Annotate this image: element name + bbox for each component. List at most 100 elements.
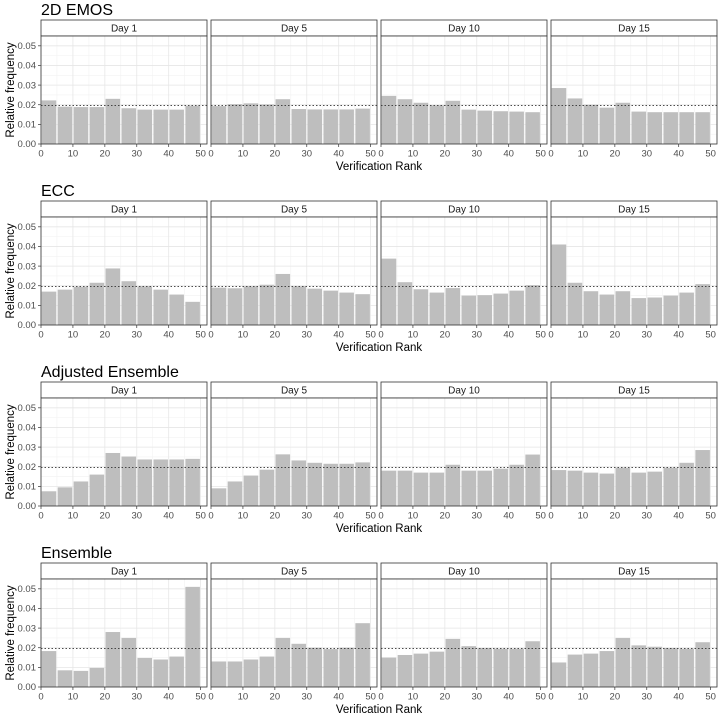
y-tick-label: 0.04 [18, 61, 37, 72]
panel-border [550, 578, 718, 688]
y-tick-label: 0.04 [18, 242, 37, 253]
histogram-bar [663, 467, 678, 506]
histogram-bar [525, 454, 540, 506]
y-tick-label: 0.00 [18, 139, 37, 150]
x-tick-label: 50 [535, 692, 546, 703]
x-tick-label: 30 [131, 692, 142, 703]
x-tick-label: 0 [38, 692, 43, 703]
facet-strip-label: Day 15 [618, 24, 650, 35]
panel-border [380, 35, 548, 145]
x-tick-label: 50 [365, 330, 376, 341]
histogram-bar [583, 291, 599, 325]
histogram-bar [567, 282, 583, 325]
x-tick-label: 10 [578, 330, 589, 341]
histogram-bar [121, 108, 137, 144]
histogram-bar [153, 659, 168, 687]
histogram-bar [291, 286, 307, 325]
histogram-bar [153, 289, 168, 325]
histogram-bar [243, 659, 259, 687]
x-tick-label: 10 [408, 511, 419, 522]
histogram-bar [695, 450, 710, 506]
histogram-bar [477, 295, 493, 325]
y-tick-label: 0.04 [18, 604, 37, 615]
x-tick-label: 20 [440, 511, 451, 522]
histogram-bar [153, 109, 168, 144]
histogram-bar [679, 462, 694, 506]
histogram-bar [679, 112, 694, 144]
panel-border [210, 35, 378, 145]
x-tick-label: 10 [408, 149, 419, 160]
histogram-bar [355, 108, 370, 144]
facet-strip-label: Day 1 [111, 386, 138, 397]
histogram-bar [493, 648, 508, 687]
histogram-bar [583, 653, 599, 687]
histogram-bar [599, 473, 615, 506]
x-tick-label: 30 [471, 511, 482, 522]
histogram-bar [695, 642, 710, 687]
histogram-bar [551, 244, 567, 325]
histogram-bar [105, 452, 121, 506]
facet-panel: Day 1 0 10 20 30 40 50 [38, 200, 208, 341]
x-tick-label: 0 [208, 149, 213, 160]
histogram-bar [291, 460, 307, 506]
x-tick-label: 10 [68, 692, 79, 703]
y-tick-label: 0.05 [18, 584, 37, 595]
x-tick-label: 10 [68, 330, 79, 341]
x-tick-label: 10 [408, 692, 419, 703]
histogram-bar [663, 295, 678, 325]
facet-strip-label: Day 1 [111, 24, 138, 35]
facet-panel: Day 5 0 10 20 30 40 50 [208, 200, 378, 341]
facet-panel: Day 10 0 10 20 30 40 50 [378, 562, 548, 703]
histogram-bar [647, 646, 663, 687]
histogram-bar [307, 647, 323, 687]
panel-border [550, 35, 718, 145]
histogram-bar [397, 99, 413, 144]
x-tick-label: 30 [301, 149, 312, 160]
histogram-bar [243, 286, 259, 325]
x-tick-label: 10 [578, 692, 589, 703]
y-axis-title: Relative frequency [5, 42, 17, 137]
histogram-bar [647, 297, 663, 325]
histogram-bar [525, 641, 540, 687]
facet-strip-label: Day 15 [618, 205, 650, 216]
histogram-bar [275, 637, 291, 687]
histogram-bar [291, 643, 307, 687]
method-title: 2D EMOS [41, 2, 113, 19]
facet-strip-label: Day 5 [281, 24, 308, 35]
x-tick-label: 30 [471, 692, 482, 703]
histogram-bar [413, 653, 429, 687]
facet-strip-label: Day 10 [448, 386, 480, 397]
y-tick-label: 0.04 [18, 423, 37, 434]
histogram-bar [509, 111, 524, 144]
x-tick-label: 0 [208, 330, 213, 341]
x-tick-label: 40 [503, 330, 514, 341]
histogram-bar [57, 487, 73, 506]
y-tick-label: 0.02 [18, 643, 37, 654]
x-tick-label: 30 [641, 511, 652, 522]
x-tick-label: 10 [578, 511, 589, 522]
histogram-bar [259, 656, 275, 687]
panel-border [210, 397, 378, 507]
histogram-bar [461, 295, 477, 325]
y-tick-label: 0.01 [18, 482, 37, 493]
histogram-bar [477, 110, 493, 144]
x-tick-label: 0 [208, 692, 213, 703]
histogram-bar [89, 107, 105, 144]
x-tick-label: 20 [100, 330, 111, 341]
x-tick-label: 20 [610, 330, 621, 341]
x-tick-label: 0 [378, 330, 383, 341]
x-tick-label: 40 [333, 692, 344, 703]
x-tick-label: 0 [548, 330, 553, 341]
x-tick-label: 20 [270, 330, 281, 341]
histogram-bar [647, 112, 663, 144]
histogram-bar [339, 463, 354, 506]
histogram-bar [291, 109, 307, 144]
histogram-bar [397, 282, 413, 325]
histogram-bar [567, 98, 583, 144]
histogram-bar [73, 481, 89, 506]
panel-border [40, 216, 208, 326]
histogram-bar [599, 294, 615, 325]
x-tick-label: 10 [238, 692, 249, 703]
